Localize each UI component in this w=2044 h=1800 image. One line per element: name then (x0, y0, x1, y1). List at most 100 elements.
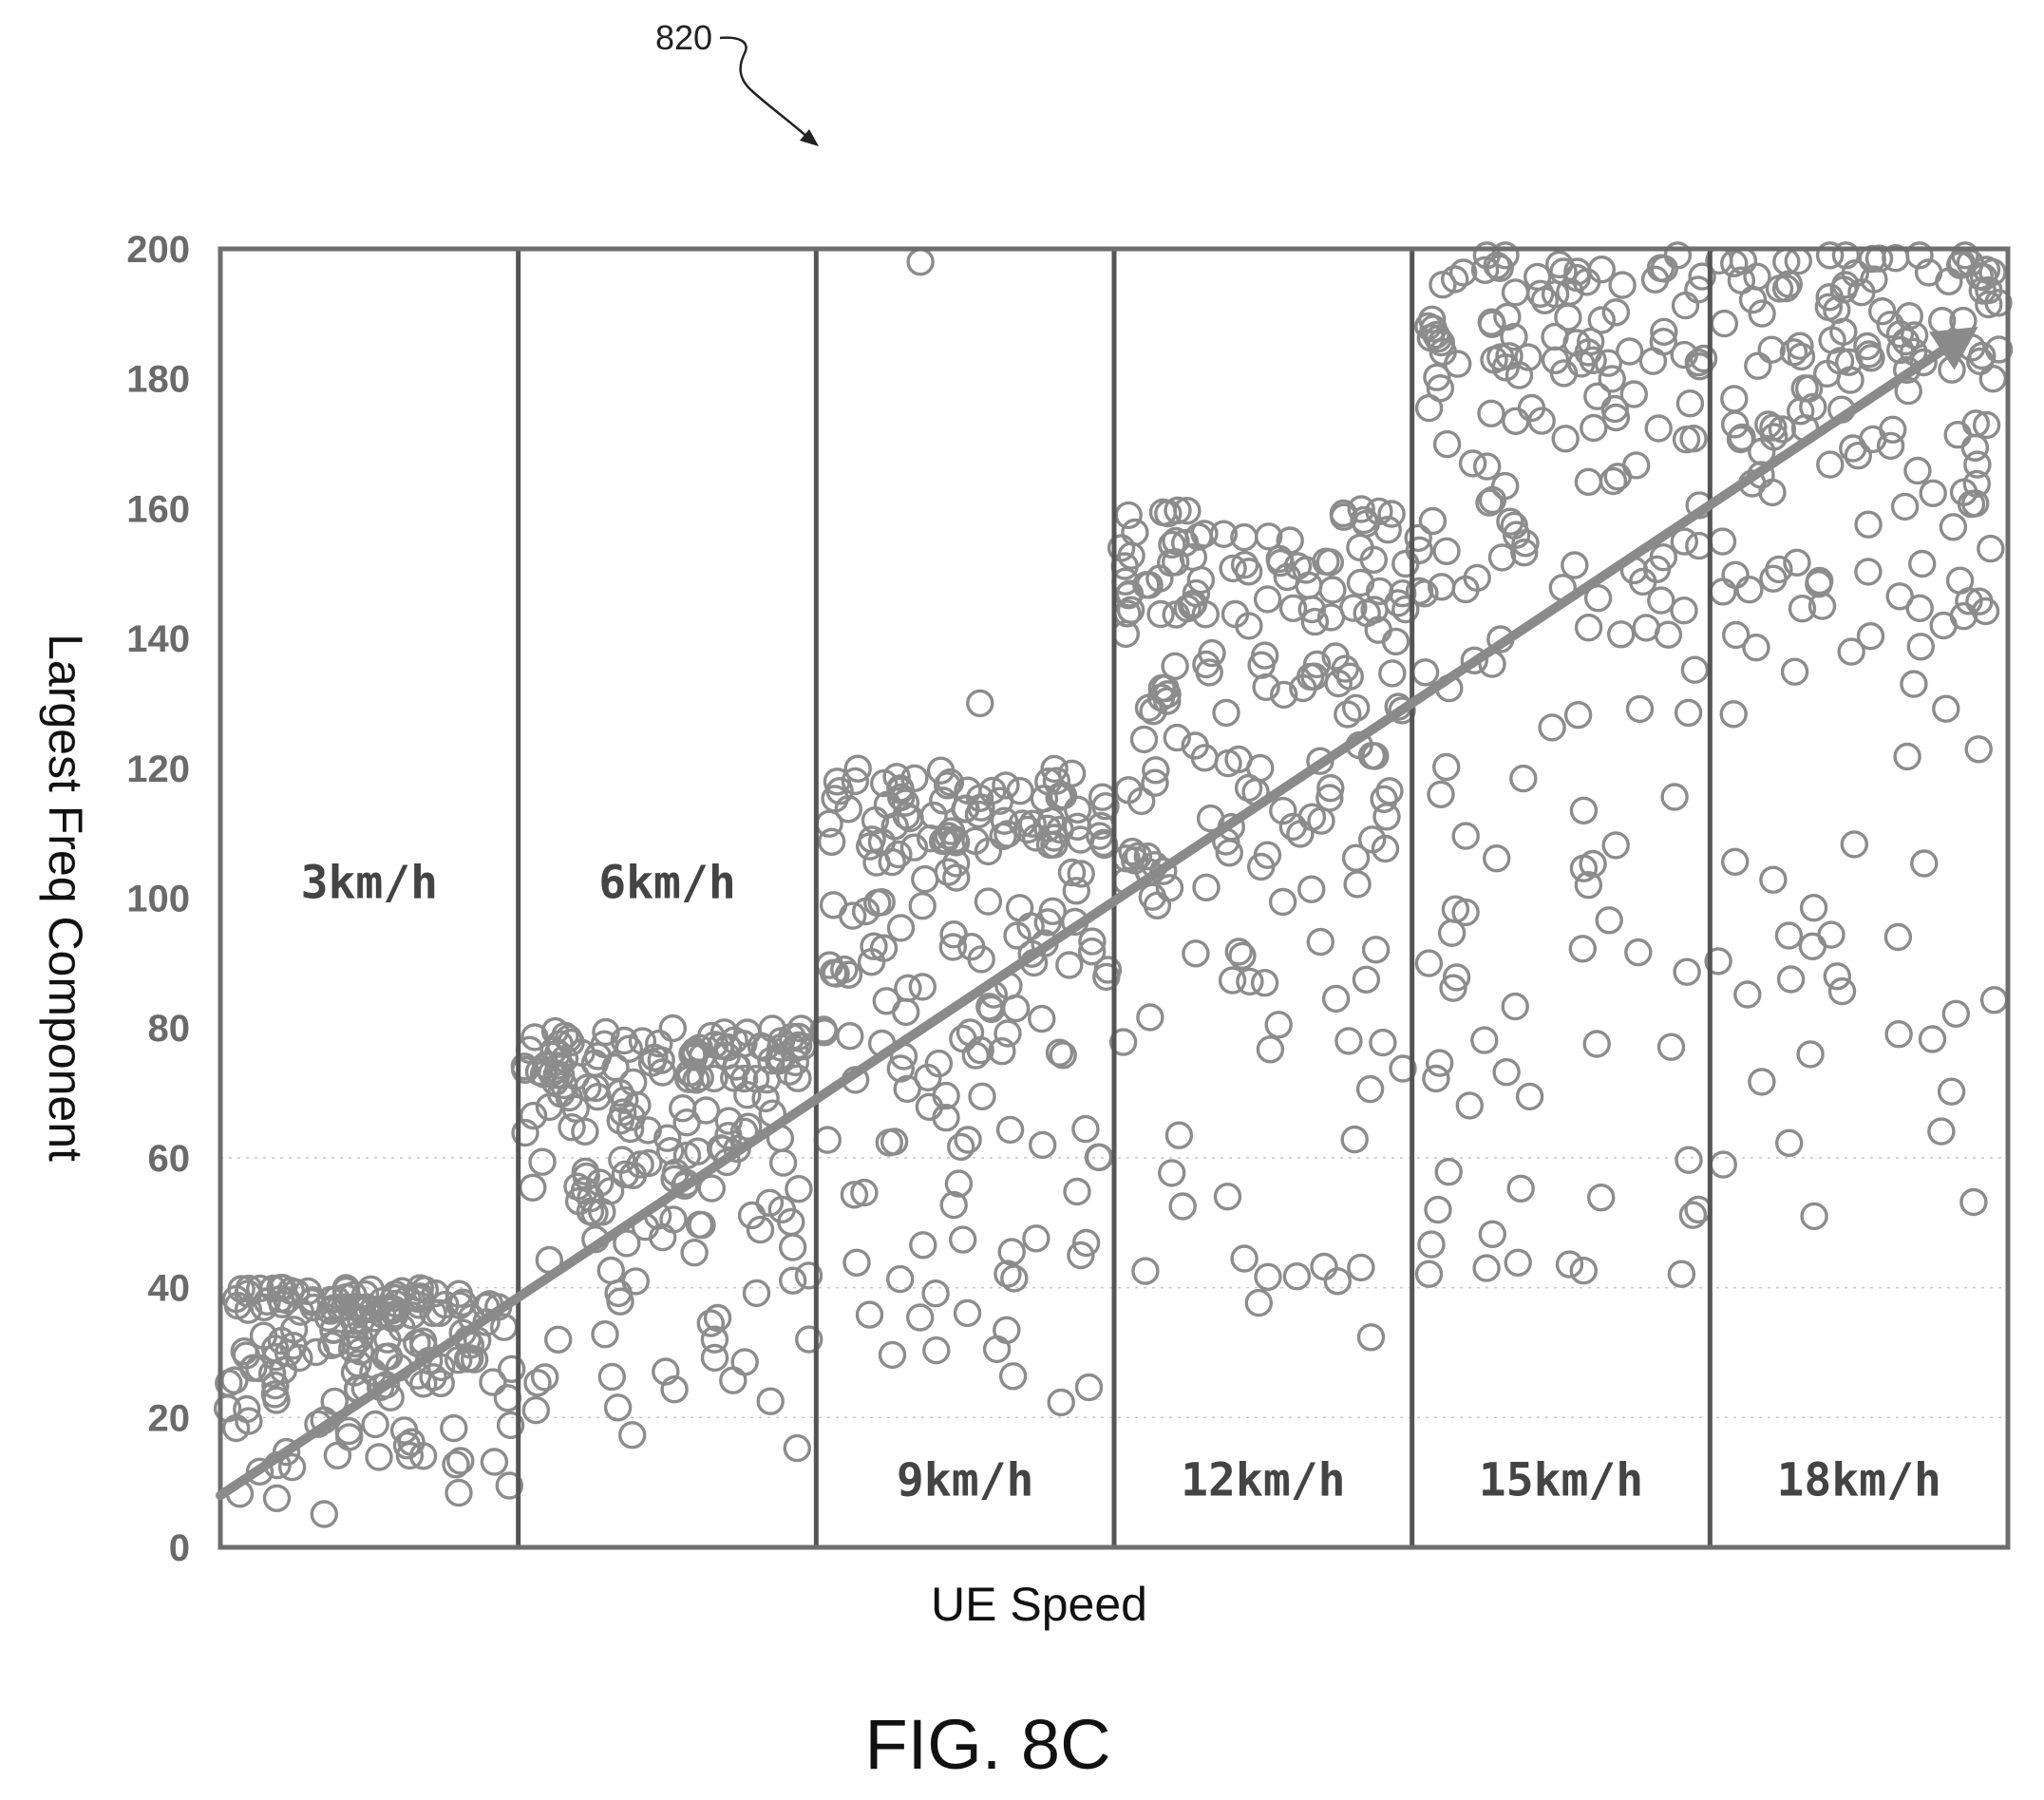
data-point (1352, 965, 1381, 995)
data-point (606, 1287, 634, 1316)
data-point (619, 1068, 648, 1097)
data-point (647, 1046, 675, 1074)
data-point (1491, 241, 1520, 270)
data-point (696, 1309, 725, 1337)
data-point (953, 1298, 982, 1328)
data-point (1939, 513, 1968, 541)
data-point (1765, 555, 1793, 584)
data-point (813, 1126, 842, 1154)
data-point (939, 920, 968, 949)
data-point (1230, 550, 1259, 579)
data-point (480, 1448, 509, 1476)
data-point (1264, 1011, 1293, 1039)
data-point (285, 1343, 313, 1373)
data-point (1253, 841, 1282, 869)
data-point (1569, 854, 1599, 882)
data-point (1391, 595, 1420, 624)
data-point (1334, 1027, 1363, 1055)
data-point (906, 248, 935, 276)
data-point (700, 1325, 729, 1354)
data-point (688, 1042, 717, 1071)
data-point (1885, 582, 1914, 611)
data-point (719, 1366, 748, 1394)
data-point (1182, 939, 1210, 968)
data-point (714, 1107, 743, 1135)
data-point (966, 1035, 994, 1065)
data-point (1316, 603, 1346, 632)
data-point (1955, 587, 1983, 616)
data-point (1841, 259, 1870, 288)
data-point (460, 1345, 489, 1374)
data-point (1321, 984, 1351, 1014)
y-axis-ticks: 0 20 40 60 80 100 120 140 160 180 200 (126, 229, 190, 1569)
x-axis-label: UE Speed (931, 1578, 1147, 1631)
data-point (544, 1325, 573, 1355)
data-point (1049, 1041, 1077, 1070)
data-point (784, 1064, 812, 1092)
data-point (944, 1169, 974, 1198)
data-point (1675, 389, 1705, 418)
data-point (1135, 571, 1164, 599)
data-point (1424, 1195, 1452, 1224)
data-point (908, 892, 937, 920)
data-point (590, 1030, 618, 1059)
data-point (860, 932, 888, 960)
data-point (720, 1064, 748, 1092)
data-point (1432, 429, 1462, 459)
data-point (1269, 680, 1298, 710)
data-point (245, 1457, 274, 1487)
data-point (1472, 241, 1502, 270)
data-point (1721, 620, 1751, 650)
data-point (1108, 1028, 1138, 1056)
data-point (1283, 552, 1313, 580)
data-point (1236, 967, 1264, 996)
data-point (779, 1266, 807, 1295)
data-point (1759, 413, 1788, 442)
data-point (1625, 694, 1655, 724)
data-point (660, 1374, 689, 1404)
data-point (839, 901, 867, 930)
data-point (659, 1205, 688, 1234)
data-point (1743, 262, 1771, 291)
data-point (921, 1279, 950, 1308)
data-point (249, 1321, 278, 1350)
data-point (359, 1357, 388, 1387)
data-point (938, 933, 967, 961)
data-point (1491, 353, 1521, 382)
data-point (1146, 599, 1175, 629)
data-point (1493, 302, 1522, 332)
data-point (1458, 449, 1487, 478)
data-point (1900, 321, 1929, 350)
data-point (610, 1026, 638, 1055)
data-point (1601, 298, 1631, 327)
data-point (1710, 309, 1739, 338)
data-point (496, 1411, 525, 1440)
data-point (1670, 597, 1698, 625)
data-point (1689, 344, 1718, 373)
data-point (850, 1178, 879, 1207)
data-point (592, 1017, 620, 1047)
data-point (843, 754, 872, 783)
data-point (1417, 1230, 1446, 1259)
data-point (747, 1032, 776, 1061)
data-point (1091, 792, 1120, 821)
data-point (1451, 822, 1480, 850)
data-point (1067, 860, 1095, 888)
data-point (886, 914, 916, 942)
data-point (1857, 344, 1885, 372)
data-point (1720, 385, 1749, 413)
data-point (319, 1294, 348, 1322)
data-point (1496, 507, 1524, 536)
data-point (1164, 1121, 1194, 1149)
data-point (1959, 1187, 1988, 1217)
data-point (1455, 1091, 1485, 1120)
data-point (1353, 598, 1381, 628)
data-point (1300, 607, 1330, 636)
data-point (870, 768, 899, 798)
data-point (1600, 394, 1629, 424)
data-point (1297, 875, 1326, 903)
data-point (1538, 713, 1566, 742)
data-point (1369, 1028, 1397, 1057)
data-point (1783, 548, 1811, 577)
data-point (1984, 289, 2013, 317)
